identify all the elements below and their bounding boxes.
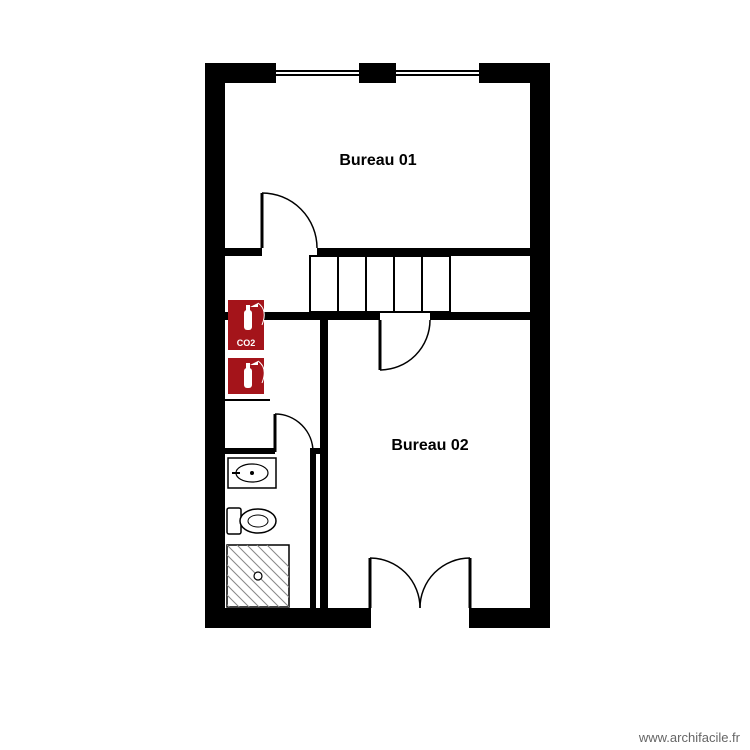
- sink-icon: [228, 458, 276, 488]
- window-top-1: [275, 63, 360, 83]
- toilet-icon: [227, 508, 276, 534]
- stairs: [310, 256, 450, 312]
- floor-plan: CO2: [0, 0, 750, 750]
- extinguisher-icon-1: [228, 300, 264, 336]
- door-entrance-double: [370, 558, 470, 608]
- extinguisher-icon-2: [228, 358, 264, 394]
- room-label-bureau02: Bureau 02: [391, 437, 468, 454]
- window-top-2: [395, 63, 480, 83]
- door-bureau01: [262, 193, 317, 248]
- extinguisher-label-co2: CO2: [228, 336, 264, 350]
- co2-label: CO2: [237, 338, 256, 348]
- door-bureau02: [380, 320, 430, 370]
- watermark-text: www.archifacile.fr: [638, 730, 741, 745]
- bathroom-fixtures: [217, 458, 349, 677]
- safety-icons: CO2: [228, 300, 264, 394]
- door-bathroom: [275, 414, 348, 452]
- room-label-bureau01: Bureau 01: [339, 152, 416, 169]
